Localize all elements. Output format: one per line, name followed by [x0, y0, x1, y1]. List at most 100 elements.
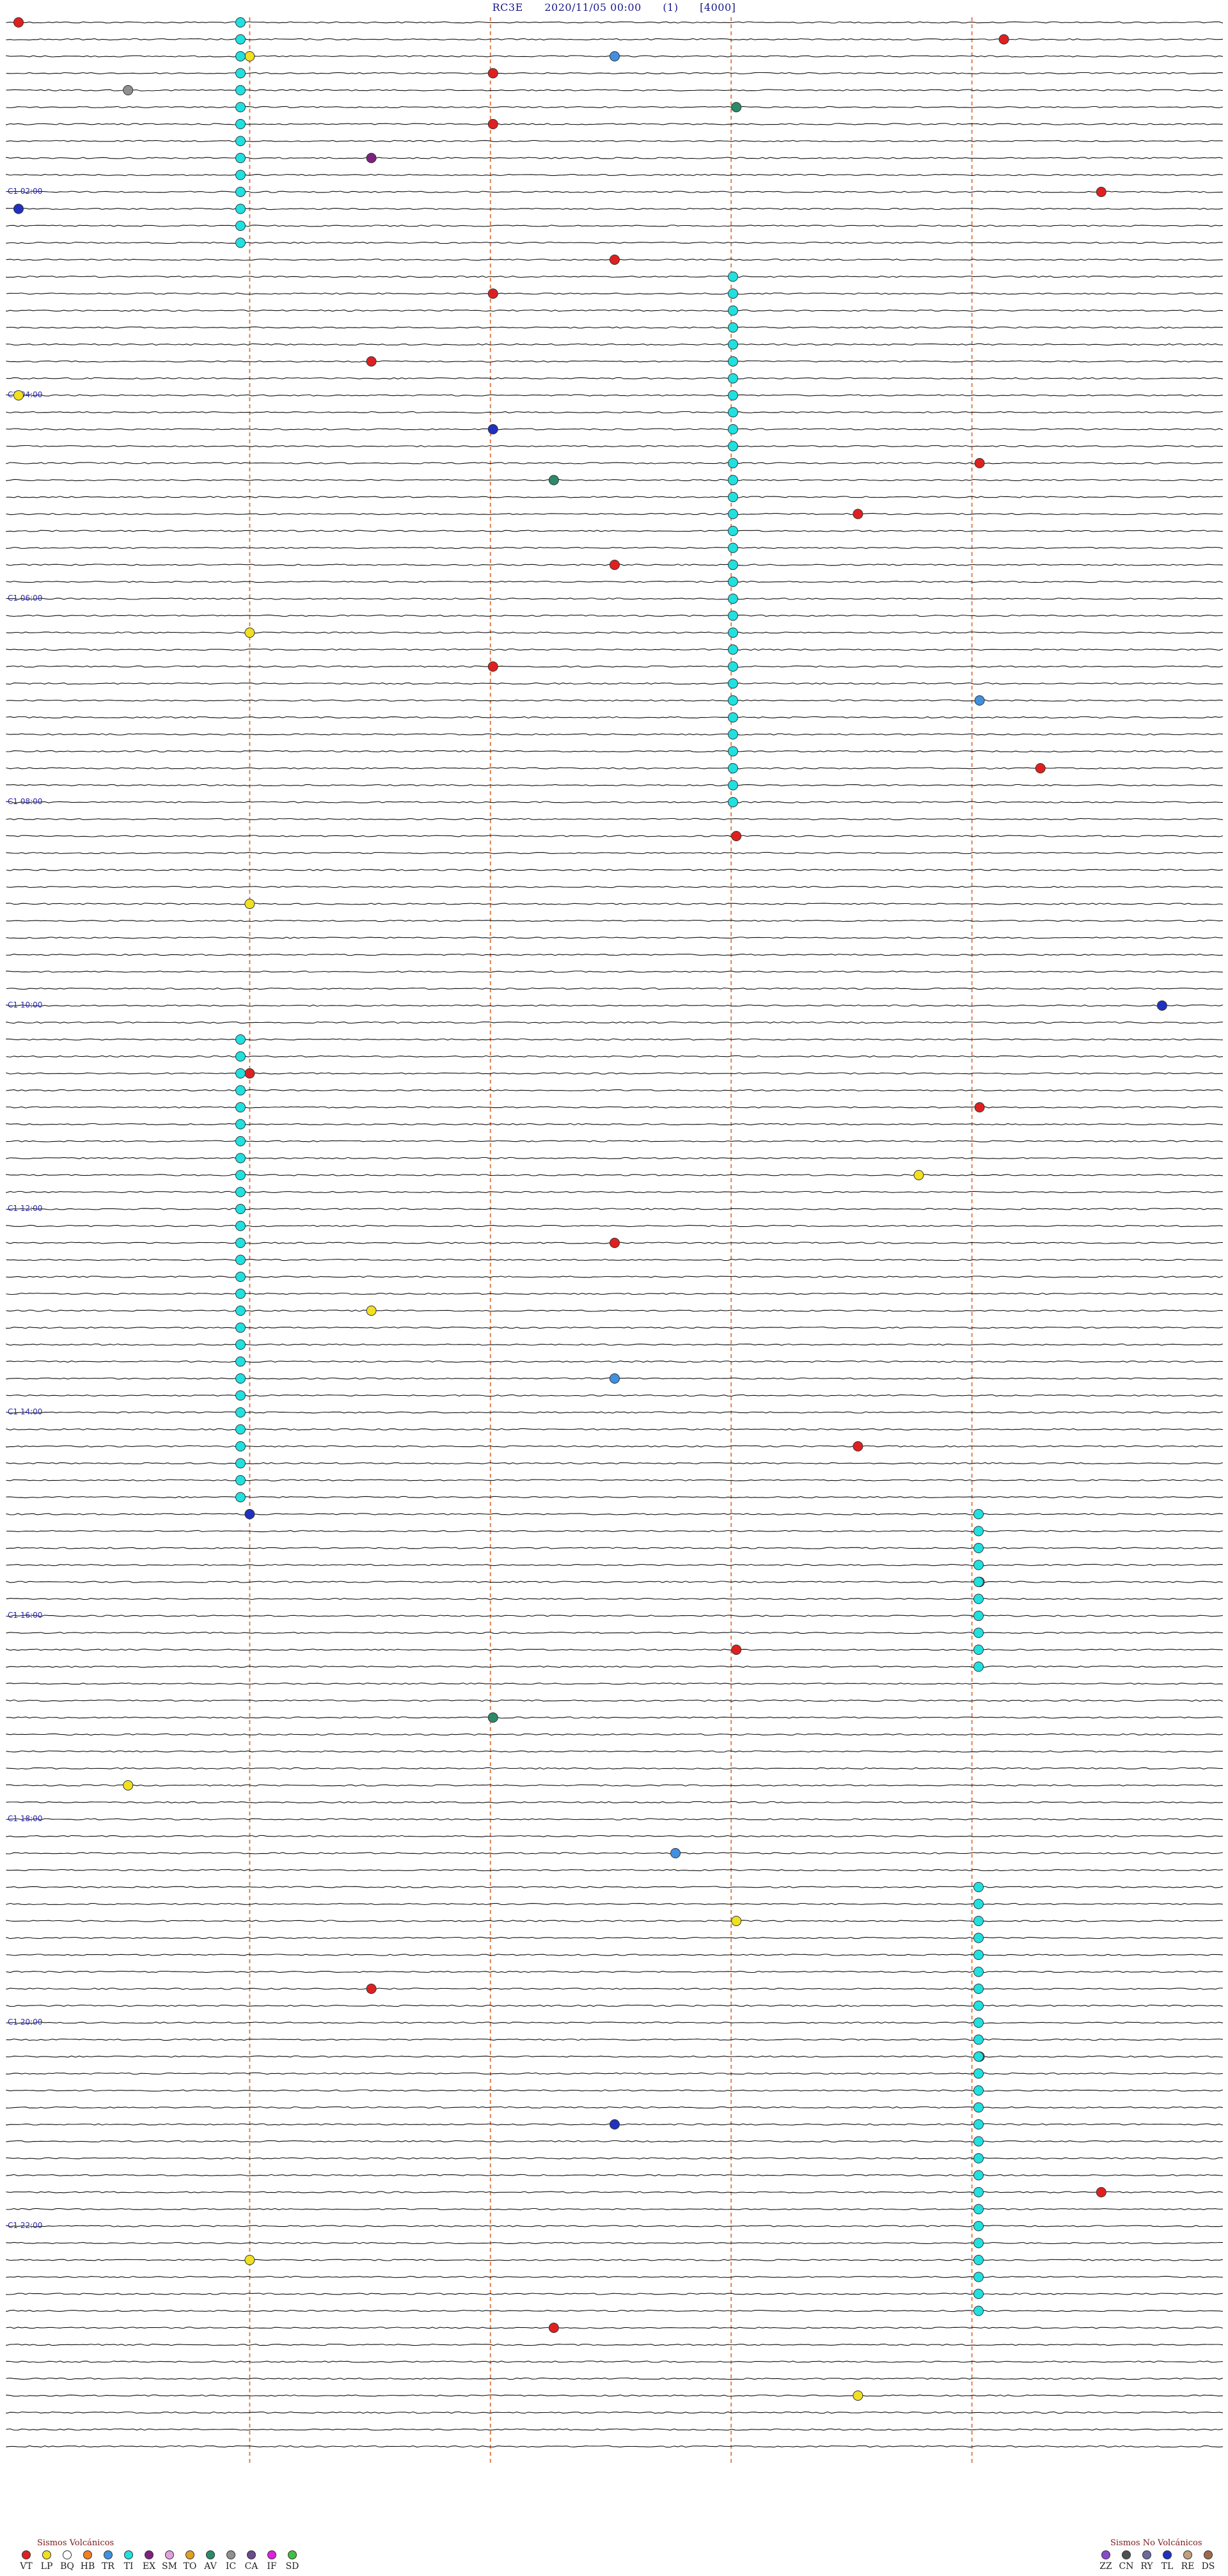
event-marker-vt — [974, 458, 985, 468]
legend-code: HB — [80, 2561, 95, 2572]
seismic-trace — [6, 2140, 1224, 2143]
event-marker-ti — [235, 1339, 246, 1350]
event-marker-vt — [1096, 2187, 1106, 2197]
legend-item-tr: TR — [100, 2550, 116, 2572]
seismic-trace — [6, 72, 1224, 75]
event-marker-av — [548, 475, 559, 486]
seismic-trace — [6, 1970, 1224, 1973]
event-marker-vt — [731, 831, 742, 841]
legend-code: CA — [244, 2561, 258, 2572]
event-marker-ti — [973, 1543, 984, 1553]
seismic-trace — [6, 546, 1224, 549]
event-marker-ex — [366, 153, 377, 163]
seismic-trace — [6, 2394, 1224, 2397]
seismic-trace — [6, 89, 1224, 91]
event-marker-vt — [1096, 187, 1106, 197]
seismic-trace — [6, 2293, 1224, 2295]
seismic-trace — [6, 157, 1224, 159]
legend-swatch — [1163, 2550, 1172, 2559]
seismic-trace — [6, 903, 1224, 905]
seismic-trace — [6, 1394, 1224, 1397]
seismic-trace — [6, 1479, 1224, 1482]
scale-label: [4000] — [700, 1, 736, 13]
event-marker-ti — [235, 1475, 246, 1485]
seismic-trace — [6, 2377, 1224, 2380]
event-marker-ti — [728, 610, 738, 621]
event-marker-ti — [973, 2204, 984, 2215]
seismic-trace — [6, 1920, 1224, 1922]
seismic-trace — [6, 1038, 1224, 1041]
seismic-trace — [6, 1902, 1224, 1906]
event-marker-ti — [973, 2238, 984, 2248]
event-marker-lp — [853, 2390, 863, 2401]
legend-swatch — [288, 2550, 297, 2559]
event-marker-ti — [235, 1272, 246, 1282]
event-marker-vt — [610, 1238, 620, 1248]
hour-label: C1 02:00 — [8, 187, 42, 196]
event-marker-ti — [235, 187, 246, 197]
event-marker-vt — [487, 661, 498, 672]
seismic-trace — [6, 1665, 1224, 1668]
legend-item-av: AV — [202, 2550, 219, 2572]
event-marker-ti — [235, 34, 246, 45]
event-marker-av — [731, 102, 742, 113]
event-marker-ti — [235, 119, 246, 129]
event-marker-ti — [235, 85, 246, 95]
event-marker-ti — [973, 1526, 984, 1537]
event-marker-ti — [973, 2018, 984, 2028]
legend-swatch — [63, 2550, 72, 2559]
event-marker-tr — [974, 695, 985, 706]
seismic-trace — [6, 1716, 1224, 1719]
seismic-trace — [6, 38, 1224, 41]
seismic-trace — [6, 2225, 1224, 2227]
seismic-trace — [6, 1886, 1224, 1888]
legend-item-ti: TI — [120, 2550, 137, 2572]
event-marker-ti — [235, 1306, 246, 1316]
event-marker-ti — [728, 576, 738, 587]
event-marker-ti — [973, 2170, 984, 2181]
seismic-trace — [6, 411, 1224, 414]
legend-code: ZZ — [1099, 2561, 1112, 2572]
seismic-trace — [6, 1208, 1224, 1210]
seismic-trace — [6, 1615, 1224, 1617]
seismic-trace — [6, 275, 1224, 278]
seismic-trace — [6, 987, 1224, 990]
legend-item-ic: IC — [223, 2550, 239, 2572]
event-marker-ti — [235, 1153, 246, 1164]
legend-code: RE — [1181, 2561, 1195, 2572]
legend-code: LP — [40, 2561, 53, 2572]
legend-nonvolcanic-title: Sismos No Volcánicos — [1110, 2538, 1202, 2548]
seismic-trace — [6, 1072, 1224, 1075]
hour-label: C1 18:00 — [8, 1814, 42, 1823]
event-marker-ti — [728, 475, 738, 486]
hour-label: C1 06:00 — [8, 594, 42, 603]
seismic-trace — [6, 1869, 1224, 1872]
legend-swatch — [104, 2550, 113, 2559]
legend-swatch — [1142, 2550, 1151, 2559]
legend-swatch — [124, 2550, 133, 2559]
event-marker-vt — [366, 356, 377, 367]
seismic-trace — [6, 1581, 1224, 1583]
seismic-trace — [6, 2360, 1224, 2363]
seismic-trace — [6, 21, 1224, 24]
event-marker-ti — [235, 1441, 246, 1451]
legend-code: VT — [20, 2561, 33, 2572]
event-marker-ti — [728, 594, 738, 604]
seismic-trace — [6, 2428, 1224, 2431]
seismic-trace — [6, 1767, 1224, 1770]
event-marker-vt — [1035, 763, 1046, 773]
datetime-label: 2020/11/05 00:00 — [544, 1, 642, 13]
legend-item-sm: SM — [161, 2550, 178, 2572]
event-marker-ti — [728, 628, 738, 638]
event-marker-ti — [235, 1238, 246, 1248]
seismic-trace — [6, 2411, 1224, 2414]
event-marker-ti — [728, 509, 738, 519]
event-marker-ti — [235, 1204, 246, 1214]
hour-label: C1 10:00 — [8, 1000, 42, 1009]
event-marker-vt — [853, 509, 863, 519]
chart-title: RC3E 2020/11/05 00:00 (1) [4000] — [0, 1, 1228, 13]
seismic-trace — [6, 1631, 1224, 1634]
legend-swatch — [185, 2550, 194, 2559]
seismic-trace — [6, 2021, 1224, 2024]
legend-item-re: RE — [1179, 2550, 1196, 2572]
